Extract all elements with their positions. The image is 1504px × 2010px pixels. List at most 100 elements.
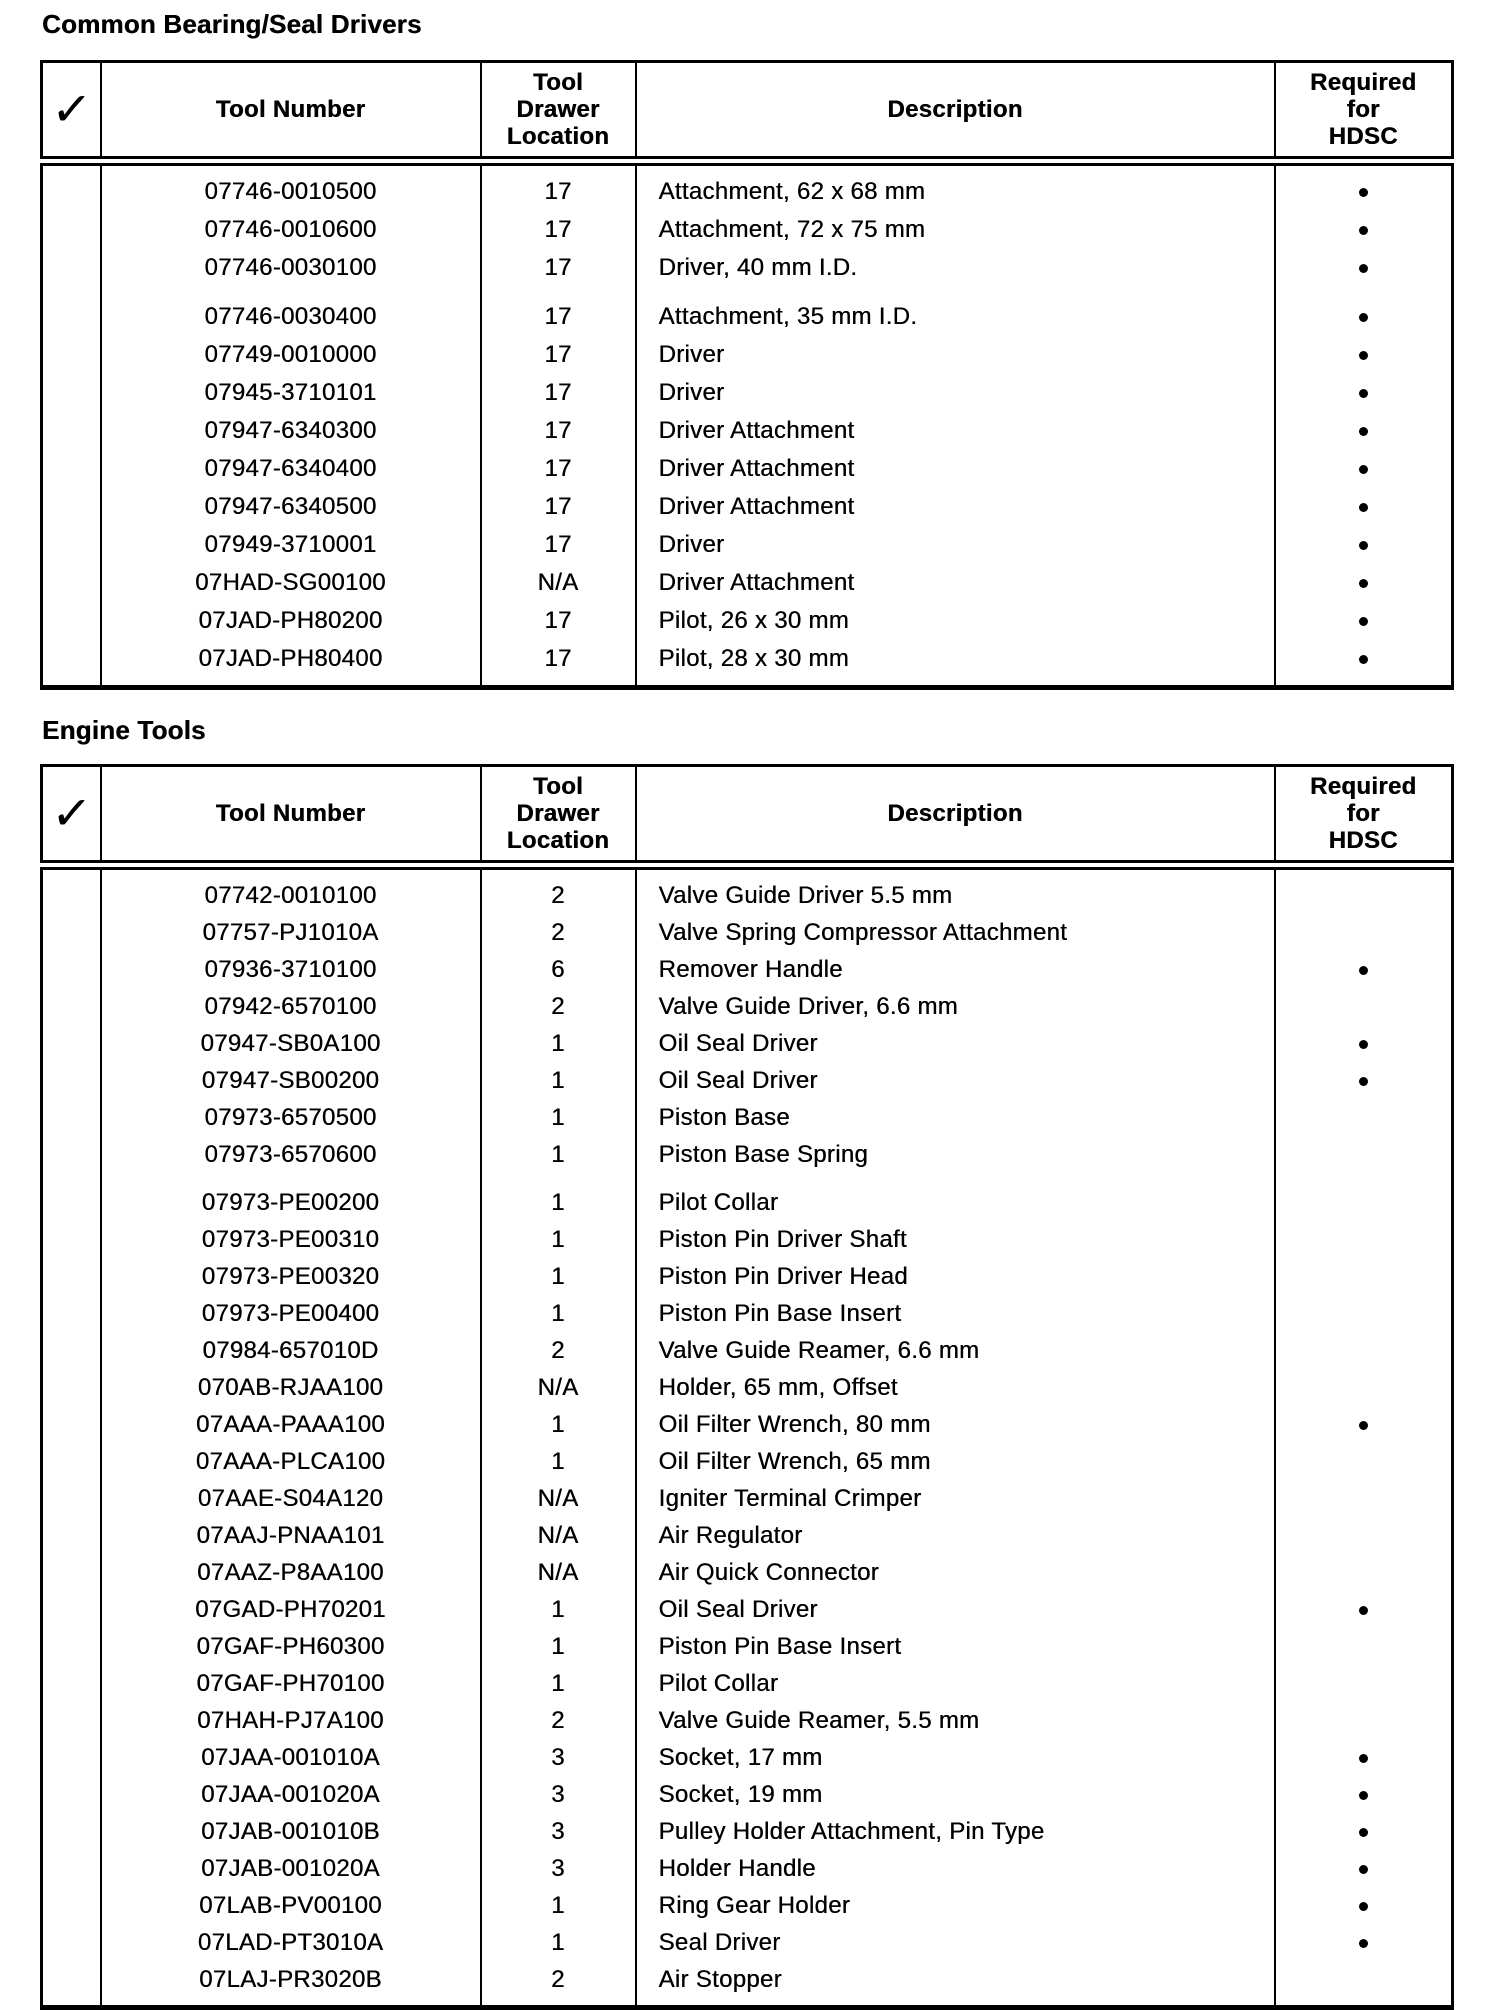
tool-number-cell: 07JAA-001010A [100,1738,482,1776]
bullet-icon [1358,503,1368,513]
description-cell: Driver, 40 mm I.D. [635,248,1276,287]
required-for-hdsc-cell [1275,1136,1453,1173]
bullet-icon [1358,465,1368,475]
table-row: 07746-0030100 17 Driver, 40 mm I.D. [41,248,1453,287]
required-for-hdsc-cell [1275,865,1453,914]
row-check-cell [41,1960,102,2008]
tool-number-cell: 07AAZ-P8AA100 [100,1553,482,1591]
table-row: 07742-0010100 2 Valve Guide Driver 5.5 mm [41,864,1453,914]
tool-number-cell: 07JAA-001020A [100,1775,482,1813]
description-cell: Piston Base Spring [635,1135,1276,1173]
required-for-hdsc-cell [1275,1961,1453,2008]
bullet-icon [1358,427,1368,437]
required-for-hdsc-cell [1275,1628,1453,1665]
description-cell: Pilot Collar [635,1172,1276,1221]
required-for-hdsc-cell [1275,1739,1453,1776]
required-for-hdsc-cell [1275,988,1453,1025]
description-cell: Oil Filter Wrench, 65 mm [635,1442,1276,1480]
tool-number-cell: 07973-6570500 [100,1098,482,1136]
tool-number-cell: 07757-PJ1010A [100,913,482,951]
drawer-location-cell: 17 [480,601,637,640]
table-row: 07973-6570500 1 Piston Base [41,1098,1453,1136]
description-cell: Air Quick Connector [635,1553,1276,1591]
tool-number-column-header: Tool Number [100,765,482,870]
tool-number-cell: 07746-0030400 [100,286,482,336]
row-check-cell [41,639,102,688]
row-check-cell [41,1442,102,1480]
required-for-hdsc-cell [1275,914,1453,951]
row-check-cell [41,1294,102,1332]
bullet-icon [1358,188,1368,198]
table-row: 070AB-RJAA100 N/A Holder, 65 mm, Offset [41,1368,1453,1406]
table-row: 07973-PE00310 1 Piston Pin Driver Shaft [41,1220,1453,1258]
description-cell: Valve Guide Reamer, 5.5 mm [635,1701,1276,1739]
required-for-hdsc-cell [1275,336,1453,374]
required-for-hdsc-cell [1275,1776,1453,1813]
tool-number-cell: 07AAE-S04A120 [100,1479,482,1517]
drawer-location-cell: 17 [480,160,637,211]
table-row: 07973-6570600 1 Piston Base Spring [41,1135,1453,1173]
row-check-cell [41,1812,102,1850]
required-for-hdsc-cell [1275,1924,1453,1961]
table-header: ✓ Tool Number Tool Drawer Location Descr… [41,765,1453,870]
description-cell: Socket, 17 mm [635,1738,1276,1776]
bullet-icon [1358,617,1368,627]
table-row: 07LAD-PT3010A 1 Seal Driver [41,1923,1453,1961]
table-row: 07947-6340500 17 Driver Attachment [41,487,1453,526]
table-body: 07746-0010500 17 Attachment, 62 x 68 mm 077… [41,160,1453,688]
description-cell: Piston Pin Base Insert [635,1627,1276,1665]
description-cell: Remover Handle [635,950,1276,988]
drawer-location-cell: 1 [480,1590,637,1628]
drawer-location-cell: N/A [480,563,637,602]
description-cell: Valve Guide Driver 5.5 mm [635,864,1276,914]
bullet-icon [1358,226,1368,236]
drawer-location-cell: 17 [480,525,637,564]
description-cell: Pilot, 28 x 30 mm [635,639,1276,688]
description-cell: Attachment, 35 mm I.D. [635,286,1276,336]
tool-number-cell: 07742-0010100 [100,864,482,914]
drawer-location-cell: 1 [480,1024,637,1062]
row-check-cell [41,1664,102,1702]
description-cell: Piston Base [635,1098,1276,1136]
table-row: 07HAH-PJ7A100 2 Valve Guide Reamer, 5.5 mm [41,1701,1453,1739]
bullet-icon [1358,1605,1368,1615]
bullet-icon [1358,655,1368,665]
bullet-icon [1358,389,1368,399]
required-for-hdsc-cell [1275,1406,1453,1443]
description-cell: Socket, 19 mm [635,1775,1276,1813]
tool-number-cell: 07JAD-PH80200 [100,601,482,640]
drawer-location-cell: 17 [480,248,637,287]
table-row: 07947-SB00200 1 Oil Seal Driver [41,1061,1453,1099]
tool-number-cell: 07GAF-PH60300 [100,1627,482,1665]
drawer-location-cell: 1 [480,1442,637,1480]
drawer-location-cell: 17 [480,373,637,412]
required-for-hdsc-cell [1275,1295,1453,1332]
tool-number-cell: 07973-6570600 [100,1135,482,1173]
drawer-location-cell: 17 [480,449,637,488]
description-cell: Driver Attachment [635,449,1276,488]
required-for-hdsc-cell [1275,1850,1453,1887]
description-cell: Valve Spring Compressor Attachment [635,913,1276,951]
required-for-hdsc-cell [1275,1665,1453,1702]
required-for-hdsc-column-header: Required for HDSC [1274,765,1453,870]
tool-number-cell: 07LAD-PT3010A [100,1923,482,1961]
table-row: 07942-6570100 2 Valve Guide Driver, 6.6 mm [41,987,1453,1025]
description-cell: Pilot, 26 x 30 mm [635,601,1276,640]
common-bearing-seal-drivers-table: ✓ Tool Number Tool Drawer Location Descr… [40,59,1454,690]
description-cell: Attachment, 62 x 68 mm [635,160,1276,211]
tool-number-cell: 07947-6340300 [100,411,482,450]
required-for-hdsc-cell [1275,1062,1453,1099]
tool-number-cell: 07936-3710100 [100,950,482,988]
required-for-hdsc-cell [1275,161,1453,211]
drawer-location-cell: 2 [480,913,637,951]
table-row: 07746-0030400 17 Attachment, 35 mm I.D. [41,286,1453,336]
description-column-header: Description [635,61,1276,166]
tool-number-cell: 07AAA-PLCA100 [100,1442,482,1480]
drawer-location-cell: 3 [480,1849,637,1887]
drawer-location-cell: 17 [480,286,637,336]
drawer-location-cell: 3 [480,1775,637,1813]
row-check-cell [41,1553,102,1591]
table-row: 07973-PE00400 1 Piston Pin Base Insert [41,1294,1453,1332]
description-cell: Oil Filter Wrench, 80 mm [635,1405,1276,1443]
table-row: 07973-PE00200 1 Pilot Collar [41,1172,1453,1221]
